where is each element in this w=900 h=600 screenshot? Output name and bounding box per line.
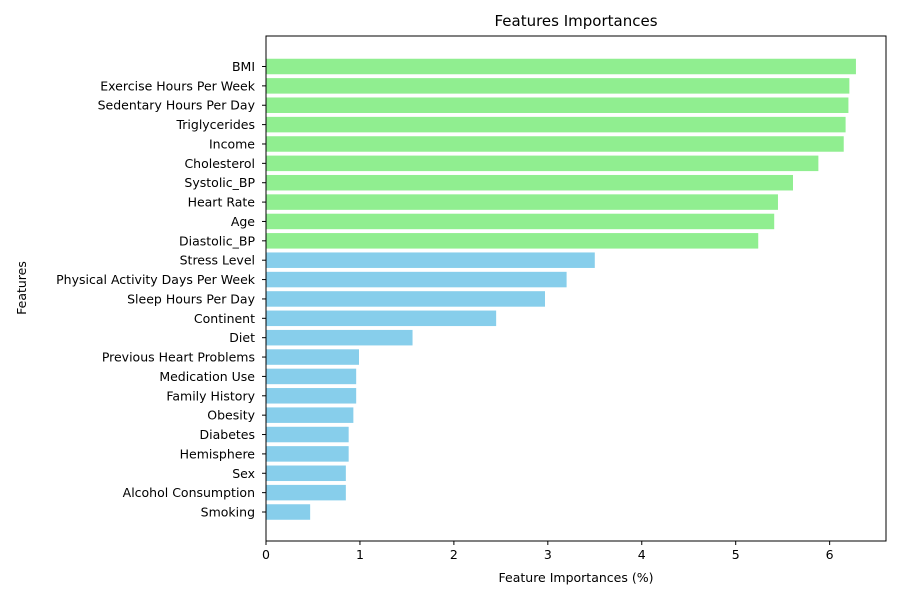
y-tick-label: Hemisphere: [180, 446, 256, 461]
y-tick-label: Obesity: [207, 408, 255, 423]
bar-smoking: [266, 504, 311, 520]
plot-frame: [265, 35, 887, 542]
y-tick-label: Diastolic_BP: [179, 233, 255, 248]
y-tick-label: Continent: [194, 311, 255, 326]
y-tick-label: Sedentary Hours Per Day: [98, 98, 256, 113]
bar-heart-rate: [266, 194, 778, 210]
bar-exercise-hours-per-week: [266, 78, 850, 94]
y-tick-label: Family History: [166, 388, 255, 403]
y-tick-label: Previous Heart Problems: [102, 350, 255, 365]
y-tick-label: BMI: [232, 59, 255, 74]
bar-diastolic-bp: [266, 233, 759, 249]
y-tick-label: Heart Rate: [188, 195, 256, 210]
y-tick-label: Diet: [229, 330, 255, 345]
y-tick-label: Alcohol Consumption: [123, 485, 255, 500]
y-tick-label: Age: [231, 214, 255, 229]
y-tick-label: Exercise Hours Per Week: [100, 78, 255, 93]
bar-bmi: [266, 58, 856, 75]
bar-sex: [266, 465, 346, 482]
y-ticks-group: BMI Exercise Hours Per Week Sedentary Hour…: [56, 59, 266, 520]
bar-systolic-bp: [266, 174, 793, 191]
x-tick-label: 5: [732, 547, 740, 562]
bar-age: [266, 213, 775, 230]
y-tick-label: Sleep Hours Per Day: [127, 291, 255, 306]
y-tick-label: Medication Use: [159, 369, 255, 384]
y-tick-label: Stress Level: [180, 253, 255, 268]
bar-alcohol-consumption: [266, 484, 346, 501]
y-tick-label: Physical Activity Days Per Week: [56, 272, 256, 287]
y-axis-label: Features: [14, 261, 29, 315]
x-tick-label: 2: [450, 547, 458, 562]
bar-sleep-hours-per-day: [266, 291, 545, 307]
bar-stress-level: [266, 252, 595, 268]
y-tick-label: Smoking: [201, 505, 255, 520]
y-tick-label: Triglycerides: [175, 117, 255, 132]
bar-sedentary-hours-per-day: [266, 97, 849, 113]
y-tick-label: Systolic_BP: [184, 175, 255, 190]
x-tick-label: 4: [638, 547, 646, 562]
bar-diet: [266, 329, 413, 346]
bar-physical-activity-days-per-week: [266, 271, 567, 288]
bar-income: [266, 136, 844, 152]
chart-title: Features Importances: [494, 12, 657, 30]
bar-obesity: [266, 407, 354, 423]
bar-triglycerides: [266, 116, 846, 133]
bar-hemisphere: [266, 446, 349, 462]
y-tick-label: Cholesterol: [184, 156, 255, 171]
bar-medication-use: [266, 368, 357, 385]
x-axis-label: Feature Importances (%): [499, 570, 654, 585]
bar-cholesterol: [266, 155, 819, 172]
bar-continent: [266, 310, 497, 327]
x-ticks-group: 0 1 2 3 4 5 6: [262, 541, 834, 562]
x-tick-label: 0: [262, 547, 270, 562]
bar-diabetes: [266, 426, 349, 443]
y-tick-label: Income: [209, 136, 255, 151]
bars-group: [266, 58, 856, 520]
bar-previous-heart-problems: [266, 349, 359, 365]
y-tick-label: Sex: [232, 466, 255, 481]
y-tick-label: Diabetes: [200, 427, 256, 442]
x-tick-label: 6: [826, 547, 834, 562]
x-tick-label: 3: [544, 547, 552, 562]
x-tick-label: 1: [356, 547, 364, 562]
bar-family-history: [266, 388, 357, 404]
